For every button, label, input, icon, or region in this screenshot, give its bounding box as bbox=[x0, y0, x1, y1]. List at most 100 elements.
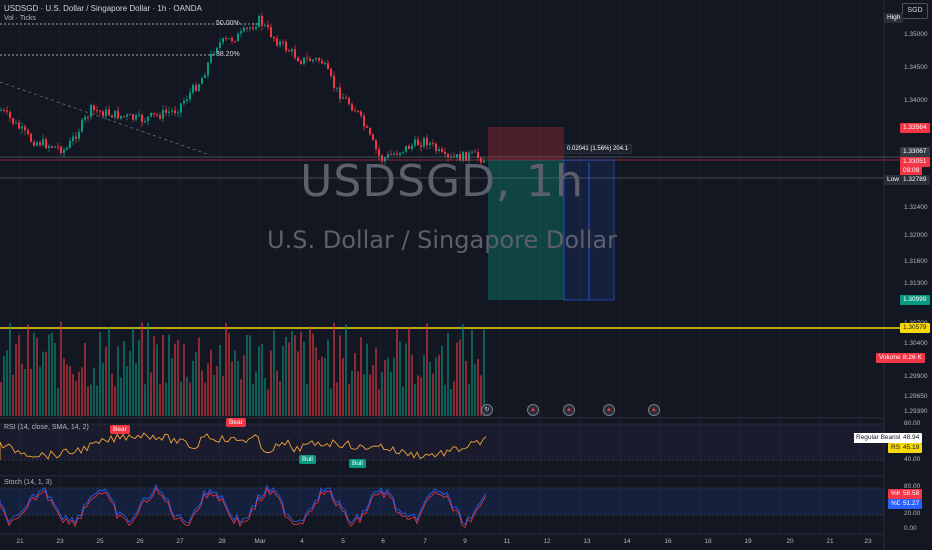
time-axis-label: 18 bbox=[704, 538, 712, 545]
candle-body bbox=[216, 47, 218, 54]
volume-bar bbox=[330, 388, 332, 416]
volume-bar bbox=[126, 366, 128, 416]
volume-bar bbox=[303, 341, 305, 416]
volume-bar bbox=[78, 371, 80, 416]
candle-body bbox=[12, 118, 14, 124]
candle-body bbox=[396, 153, 398, 155]
stoch-indicator-label[interactable]: Stoch (14, 1, 3) bbox=[4, 479, 52, 486]
trend-line bbox=[0, 81, 211, 156]
volume-bar bbox=[426, 323, 428, 416]
candle-body bbox=[213, 53, 215, 55]
volume-bar bbox=[90, 384, 92, 416]
rsi-divergence-legend: Regular Bearish bbox=[854, 433, 905, 443]
candle-body bbox=[360, 111, 362, 116]
candle-body bbox=[39, 142, 41, 146]
volume-bar bbox=[384, 360, 386, 416]
candle-body bbox=[81, 119, 83, 132]
volume-bar bbox=[33, 332, 35, 416]
candle-body bbox=[369, 127, 371, 135]
rsi-value-tag: 45.19 bbox=[900, 443, 923, 453]
price-axis-label: 1.31300 bbox=[904, 280, 928, 287]
candle-body bbox=[174, 110, 176, 114]
candle-body bbox=[42, 139, 44, 146]
candle-body bbox=[15, 122, 17, 124]
replay-icon[interactable]: ↻ bbox=[481, 404, 493, 416]
candle-body bbox=[306, 57, 308, 59]
volume-bar bbox=[336, 382, 338, 416]
economic-event-icon[interactable]: ▲ bbox=[648, 404, 660, 416]
candle-body bbox=[168, 111, 170, 113]
candle-body bbox=[180, 103, 182, 113]
volume-bar bbox=[6, 350, 8, 416]
rsi-indicator-label[interactable]: RSI (14, close, SMA, 14, 2) bbox=[4, 424, 89, 431]
volume-bar bbox=[123, 341, 125, 416]
candle-body bbox=[405, 145, 407, 152]
volume-bar bbox=[45, 351, 47, 416]
candle-body bbox=[210, 53, 212, 63]
candle-body bbox=[186, 99, 188, 101]
volume-bar bbox=[174, 343, 176, 416]
candle-body bbox=[33, 141, 35, 146]
time-axis-label: 12 bbox=[543, 538, 551, 545]
candle-body bbox=[429, 143, 431, 146]
volume-bar bbox=[102, 362, 104, 416]
candle-body bbox=[477, 152, 479, 158]
candle-body bbox=[378, 149, 380, 156]
volume-bar bbox=[285, 336, 287, 416]
volume-bar bbox=[195, 352, 197, 416]
candle-body bbox=[108, 109, 110, 116]
rsi-band bbox=[0, 424, 884, 460]
price-axis-label: 1.34500 bbox=[904, 64, 928, 71]
candle-body bbox=[228, 38, 230, 40]
currency-button[interactable]: SGD bbox=[902, 3, 928, 19]
stoch-k-value: 58.58 bbox=[900, 489, 923, 499]
candle-body bbox=[342, 97, 344, 99]
volume-bar bbox=[327, 339, 329, 416]
time-axis-label: 13 bbox=[583, 538, 591, 545]
volume-bar bbox=[84, 342, 86, 416]
candle-body bbox=[102, 111, 104, 117]
candle-body bbox=[6, 110, 8, 112]
volume-bar bbox=[117, 346, 119, 416]
price-axis-label: 1.31600 bbox=[904, 258, 928, 265]
short-stop-zone bbox=[488, 127, 564, 160]
candle-body bbox=[165, 109, 167, 113]
economic-event-icon[interactable]: ▲ bbox=[527, 404, 539, 416]
economic-event-icon[interactable]: ▲ bbox=[603, 404, 615, 416]
candle-body bbox=[84, 116, 86, 120]
candle-body bbox=[159, 114, 161, 119]
volume-bar bbox=[324, 358, 326, 416]
volume-bar bbox=[342, 358, 344, 416]
candle-body bbox=[474, 151, 476, 153]
high-tag: High bbox=[884, 13, 904, 23]
volume-bar bbox=[453, 381, 455, 416]
candle-body bbox=[72, 136, 74, 141]
candle-body bbox=[135, 115, 137, 120]
candle-body bbox=[90, 105, 92, 118]
stoch-d-line bbox=[0, 487, 487, 529]
stoch-k-tag: %K bbox=[888, 489, 905, 499]
volume-bar bbox=[87, 386, 89, 416]
volume-bar bbox=[51, 332, 53, 416]
candle-body bbox=[105, 109, 107, 117]
rsi-line bbox=[0, 432, 487, 460]
candle-body bbox=[294, 49, 296, 58]
candle-body bbox=[345, 97, 347, 99]
candle-body bbox=[192, 85, 194, 93]
candle-body bbox=[330, 69, 332, 76]
volume-bar bbox=[93, 368, 95, 416]
volume-bar bbox=[354, 352, 356, 416]
candle-body bbox=[99, 110, 101, 112]
volume-indicator-label[interactable]: Vol · Ticks bbox=[4, 15, 36, 22]
time-axis-label: 23 bbox=[864, 538, 872, 545]
volume-bar bbox=[198, 337, 200, 416]
price-axis-label: 1.29390 bbox=[904, 408, 928, 415]
candle-body bbox=[438, 148, 440, 151]
candle-body bbox=[78, 131, 80, 139]
volume-bar bbox=[315, 347, 317, 416]
candle-body bbox=[0, 109, 2, 111]
bull-signal-2: Bull bbox=[349, 459, 366, 468]
economic-event-icon[interactable]: ▲ bbox=[563, 404, 575, 416]
symbol-header[interactable]: USDSGD · U.S. Dollar / Singapore Dollar … bbox=[4, 4, 202, 13]
